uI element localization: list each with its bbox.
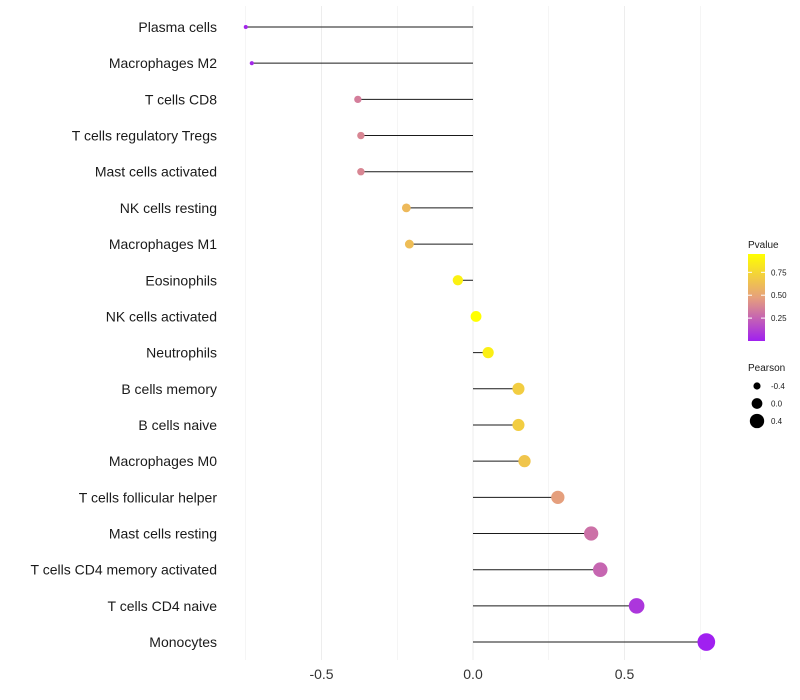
pearson-legend-label: 0.4 <box>771 417 783 426</box>
category-label: B cells memory <box>121 381 217 397</box>
pvalue-tick-label: 0.25 <box>771 314 787 323</box>
category-label: B cells naive <box>138 417 217 433</box>
pearson-legend-label: -0.4 <box>771 382 785 391</box>
category-label: Mast cells activated <box>95 164 217 180</box>
category-label: NK cells activated <box>106 308 217 324</box>
category-label: T cells CD8 <box>145 91 217 107</box>
lollipop-point <box>482 347 494 359</box>
pearson-legend-dot <box>749 413 765 429</box>
pvalue-legend: Pvalue 0.25 0.50 0.75 <box>748 240 787 341</box>
lollipop-point <box>354 95 362 104</box>
category-label: T cells follicular helper <box>79 489 218 505</box>
grid-layer <box>245 6 701 660</box>
lollipop-point <box>401 203 411 213</box>
x-tick-label: 0.0 <box>463 666 483 682</box>
lollipop-point <box>452 275 463 286</box>
lollipop-point <box>249 61 254 66</box>
lollipop-point <box>584 526 599 541</box>
category-label: Plasma cells <box>138 19 217 35</box>
point-layer <box>243 25 716 651</box>
category-label: T cells regulatory Tregs <box>72 128 217 144</box>
category-label: Macrophages M1 <box>109 236 217 252</box>
category-label: Macrophages M0 <box>109 453 217 469</box>
lollipop-point <box>404 239 414 249</box>
category-label: T cells CD4 naive <box>108 598 218 614</box>
category-label: Neutrophils <box>146 345 217 361</box>
pearson-legend-dot <box>753 382 761 390</box>
pvalue-tick-label: 0.75 <box>771 268 787 277</box>
lollipop-point <box>512 418 525 432</box>
lollipop-point <box>357 168 365 176</box>
x-tick-label: -0.5 <box>309 666 333 682</box>
lollipop-point <box>357 131 365 140</box>
category-label: NK cells resting <box>120 200 217 216</box>
lollipop-point <box>518 455 531 468</box>
category-label: Mast cells resting <box>109 526 217 542</box>
pvalue-legend-title: Pvalue <box>748 240 779 251</box>
category-label: T cells CD4 memory activated <box>31 562 217 578</box>
lollipop-point <box>470 311 482 322</box>
lollipop-point <box>243 25 248 29</box>
stem-layer <box>245 26 707 643</box>
pvalue-colorbar <box>748 254 765 341</box>
pearson-legend-label: 0.0 <box>771 400 783 409</box>
lollipop-point <box>592 562 608 577</box>
x-tick-labels: -0.5 0.0 0.5 <box>309 666 634 682</box>
pearson-legend: Pearson -0.4 0.0 0.4 <box>748 363 785 429</box>
category-label: Monocytes <box>149 634 217 650</box>
category-label: Macrophages M2 <box>109 55 217 71</box>
category-label: Eosinophils <box>145 272 217 288</box>
pearson-legend-dot <box>751 398 763 409</box>
pvalue-tick-label: 0.50 <box>771 291 787 300</box>
lollipop-point <box>628 598 645 614</box>
category-labels: Plasma cells Macrophages M2 T cells CD8 T c… <box>31 19 218 650</box>
pearson-legend-title: Pearson <box>748 363 785 374</box>
x-tick-label: 0.5 <box>615 666 635 682</box>
lollipop-point <box>551 490 565 504</box>
lollipop-point <box>512 382 525 395</box>
lollipop-point <box>697 633 716 651</box>
